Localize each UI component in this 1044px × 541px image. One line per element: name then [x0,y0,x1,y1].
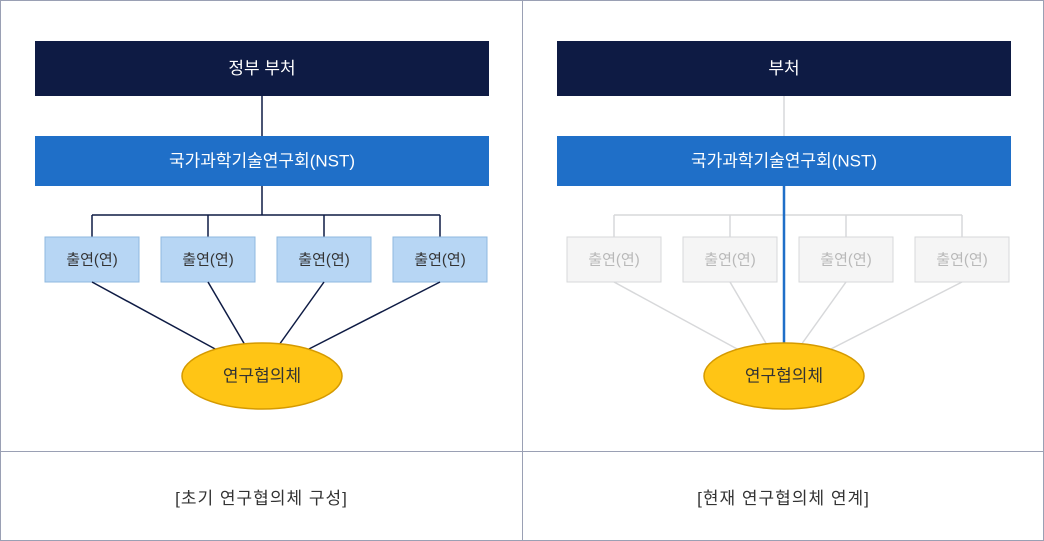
svg-text:부처: 부처 [768,59,799,78]
right-panel: 부처국가과학기술연구회(NST) 출연(연) 출연(연) 출연(연) 출연(연) 연구협의… [523,1,1044,540]
svg-text:출연(연): 출연(연) [820,251,871,268]
svg-text:출연(연): 출연(연) [588,251,639,268]
left-diagram: 정부 부처국가과학기술연구회(NST) 출연(연) 출연(연) 출연(연) 출연(연) 연… [1,1,522,452]
svg-text:연구협의체: 연구협의체 [223,366,301,385]
svg-text:출연(연): 출연(연) [704,251,755,268]
right-caption: [현재 연구협의체 연계] [523,452,1044,540]
right-diagram: 부처국가과학기술연구회(NST) 출연(연) 출연(연) 출연(연) 출연(연) 연구협의… [523,1,1044,452]
svg-text:출연(연): 출연(연) [936,251,987,268]
svg-text:출연(연): 출연(연) [182,251,233,268]
diagram-container: 정부 부처국가과학기술연구회(NST) 출연(연) 출연(연) 출연(연) 출연(연) 연… [0,0,1044,541]
svg-text:연구협의체: 연구협의체 [745,366,823,385]
svg-text:출연(연): 출연(연) [66,251,117,268]
svg-text:국가과학기술연구회(NST): 국가과학기술연구회(NST) [691,151,877,170]
svg-text:국가과학기술연구회(NST): 국가과학기술연구회(NST) [169,151,355,170]
svg-text:출연(연): 출연(연) [414,251,465,268]
left-caption: [초기 연구협의체 구성] [1,452,522,540]
svg-text:정부 부처: 정부 부처 [228,59,295,78]
svg-text:출연(연): 출연(연) [298,251,349,268]
left-panel: 정부 부처국가과학기술연구회(NST) 출연(연) 출연(연) 출연(연) 출연(연) 연… [1,1,523,540]
